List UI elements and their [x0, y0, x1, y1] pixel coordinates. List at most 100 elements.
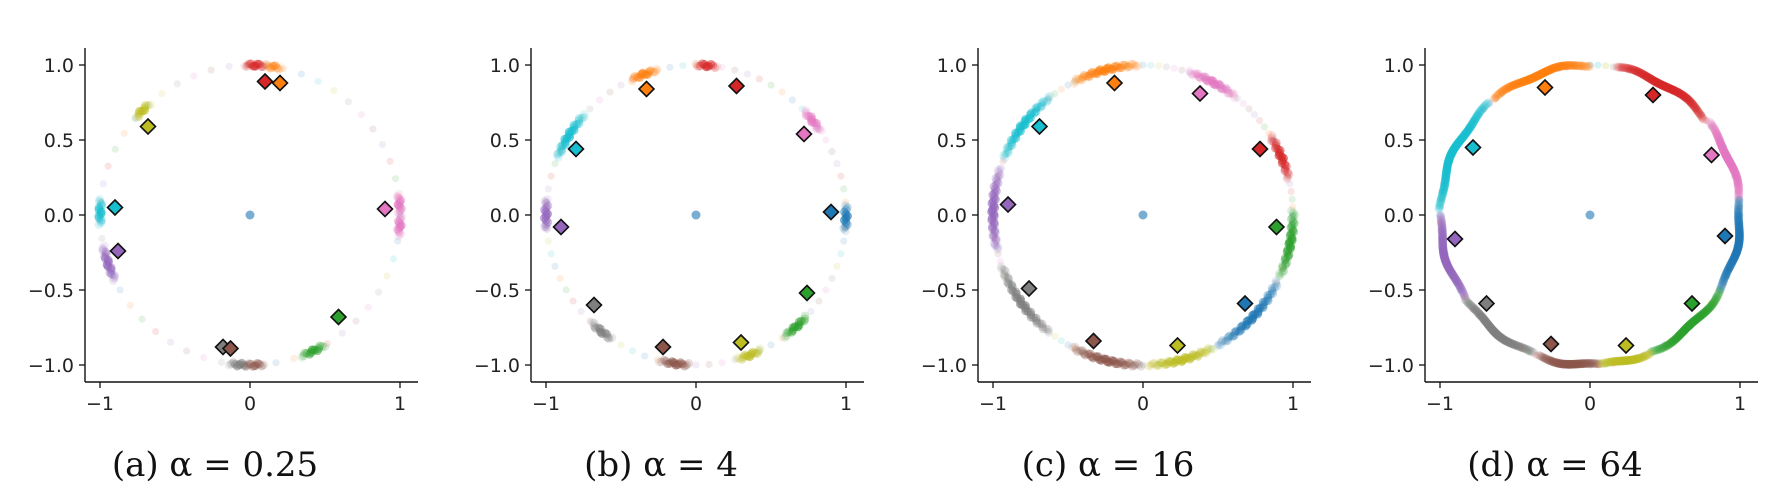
ring-point-blue: [1734, 217, 1744, 227]
ring-point-red: [1637, 69, 1647, 79]
ring-point-green: [1278, 261, 1288, 271]
ring-point-red: [1638, 70, 1648, 79]
faint-ring-point: [542, 224, 551, 232]
ring-point-brown: [1080, 350, 1090, 360]
ring-point-blue: [1734, 220, 1744, 230]
ring-point-pink: [1734, 192, 1744, 202]
ring-point-pink: [1710, 126, 1720, 136]
ring-point-orange: [1515, 78, 1525, 88]
ring-point-blue: [1258, 303, 1268, 312]
ring-point-orange: [1565, 60, 1575, 70]
ring-point-blue: [1734, 226, 1744, 236]
diamond-marker-pink: [1191, 84, 1209, 103]
ring-point-cyan: [1467, 119, 1477, 129]
ring-point-blue: [1734, 212, 1743, 222]
ring-point-green: [1709, 298, 1718, 308]
ring-point-blue: [1721, 271, 1730, 281]
ring-point-blue: [1734, 196, 1744, 205]
ring-point-brown: [1595, 359, 1605, 369]
faint-ring-point: [1625, 66, 1633, 74]
ring-point-cyan: [1442, 164, 1452, 174]
faint-ring-point: [1733, 180, 1741, 188]
ring-point-olive: [1644, 349, 1654, 359]
ring-point-olive: [1629, 355, 1639, 364]
ring-point-olive: [753, 349, 763, 358]
ring-point-purple: [1452, 277, 1462, 286]
x-tick-label: −1: [1426, 393, 1454, 415]
faint-ring-point: [595, 96, 604, 104]
ring-point-blue: [1734, 209, 1743, 218]
faint-ring-point: [1200, 348, 1208, 356]
ring-point-green: [1286, 206, 1296, 216]
faint-ring: [96, 61, 404, 369]
ring-point-cyan: [1464, 124, 1474, 134]
ring-point-brown: [661, 356, 671, 366]
ring-point-red: [1280, 166, 1290, 176]
ring-point-pink: [1734, 186, 1744, 196]
faint-ring-point: [1460, 293, 1468, 301]
faint-ring-point: [262, 62, 270, 70]
diamond-marker-red: [256, 72, 274, 91]
ring-point-pink: [1229, 90, 1239, 100]
diamond-marker-orange: [271, 74, 289, 92]
ring-point-cyan: [1478, 103, 1488, 113]
ring-point-red: [1685, 97, 1695, 106]
ring-point-orange: [1131, 62, 1141, 71]
ring-point-cyan: [1011, 131, 1021, 140]
center-point: [1585, 210, 1595, 220]
faint-ring-point: [1162, 359, 1171, 367]
ring-point-brown: [1068, 342, 1078, 352]
ring-point-purple: [542, 224, 552, 233]
faint-ring-point: [1723, 272, 1731, 280]
faint-ring-point: [1692, 105, 1700, 113]
y-tick-label: −1.0: [28, 355, 74, 377]
ring-point-olive: [1601, 358, 1611, 368]
ring-point-gray: [1000, 265, 1009, 275]
ring-point-blue: [1228, 332, 1237, 341]
ring-point-pink: [1199, 72, 1208, 82]
ring-point-purple: [1437, 219, 1447, 229]
ring-point-gray: [602, 332, 612, 342]
faint-ring-point: [1525, 348, 1533, 356]
ring-point-blue: [1734, 210, 1743, 220]
faint-ring-point: [718, 359, 726, 367]
ring-point-blue: [1734, 227, 1744, 237]
ring-point-gray: [1527, 347, 1537, 356]
ring-point-purple: [996, 164, 1006, 174]
ring-point-red: [1267, 133, 1277, 143]
diamond-marker-cyan: [1030, 117, 1049, 136]
ring-point-red: [700, 60, 709, 69]
ring-point-orange: [1126, 59, 1136, 69]
ring-point-red: [1613, 62, 1623, 72]
ring-point-pink: [1732, 173, 1742, 183]
ring-point-cyan: [1043, 95, 1053, 105]
ring-point-gray: [1463, 298, 1473, 308]
ring-point-orange: [1583, 62, 1593, 71]
ring-point-purple: [1457, 285, 1466, 294]
ring-point-purple: [1438, 228, 1447, 237]
ring-point-red: [1612, 62, 1622, 72]
ring-point-green: [1281, 260, 1290, 270]
ring-point-blue: [1734, 199, 1744, 209]
ring-point-blue: [1724, 263, 1734, 273]
faint-ring-point: [1051, 332, 1059, 340]
ring-point-green: [1715, 285, 1725, 295]
faint-ring-point: [1273, 279, 1281, 287]
faint-ring-point: [562, 286, 570, 294]
ring-point-blue: [1716, 284, 1725, 294]
diamond-marker-orange: [1105, 74, 1124, 92]
ring-point-pink: [817, 125, 827, 135]
ring-point-pink: [395, 210, 405, 220]
ring-point-olive: [1162, 359, 1172, 369]
ring-point-red: [1633, 67, 1643, 77]
ring-point-gray: [1502, 336, 1511, 346]
ring-point-red: [1694, 108, 1704, 118]
ring-point-blue: [1718, 278, 1727, 288]
ring-point-olive: [146, 100, 156, 110]
ring-point-gray: [1510, 340, 1520, 350]
ring-point-pink: [1711, 127, 1721, 137]
ring-point-purple: [1437, 224, 1447, 234]
ring-point-gray: [1468, 303, 1478, 313]
faint-ring-point: [173, 80, 181, 88]
faint-ring-point: [1239, 99, 1247, 108]
